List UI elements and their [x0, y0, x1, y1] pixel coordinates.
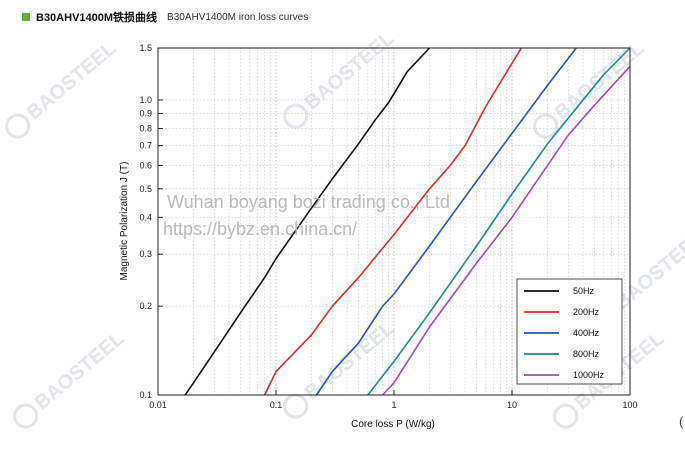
edge-text: ( [679, 414, 684, 429]
watermark-brand-text: BAOSTEEL [23, 37, 121, 124]
y-tick-label: 0.2 [139, 301, 152, 311]
series-line-400hz [315, 47, 577, 396]
chart-legend: 50Hz 200Hz 400Hz 800Hz 1000Hz [516, 278, 623, 385]
series-line-50hz [184, 47, 431, 396]
series-line-800hz [367, 47, 631, 396]
watermark-brand-text: BAOSTEEL [31, 327, 129, 414]
x-tick-label: 10 [507, 400, 517, 410]
legend-label: 200Hz [573, 307, 600, 317]
watermark-mark: BAOSTEEL [533, 37, 648, 139]
legend-label: 800Hz [573, 349, 600, 359]
x-axis-label: Core loss P (W/kg) [351, 419, 435, 430]
x-tick-label: 0.01 [149, 400, 167, 410]
chart-series-group [184, 47, 631, 396]
legend-label: 50Hz [573, 286, 595, 296]
legend-label: 400Hz [573, 328, 600, 338]
legend-box [516, 278, 623, 385]
watermark-mark: BAOSTEEL [13, 327, 129, 429]
watermark-mark: BAOSTEEL [283, 317, 398, 419]
chart-axes: 0.01 0.1 1 10 1000.10.20.30.40.50.60.70.80.9… [139, 43, 637, 410]
y-tick-label: 0.5 [139, 184, 152, 194]
watermark-logo-icon [533, 113, 559, 139]
y-tick-label: 1.5 [139, 43, 152, 53]
y-tick-label: 1.0 [139, 95, 152, 105]
series-line-1000hz [382, 65, 631, 396]
y-tick-label: 0.6 [139, 160, 152, 170]
y-tick-label: 0.7 [139, 141, 152, 151]
x-tick-label: 0.1 [270, 400, 283, 410]
watermark-logo-icon [283, 103, 309, 129]
header-marker-icon [22, 13, 30, 21]
watermark-mark: BAOSTEEL [5, 37, 121, 139]
watermark-logo-icon [553, 403, 579, 429]
watermark-logo-icon [13, 403, 39, 429]
y-axis-label: Magnetic Polarization J (T) [119, 162, 130, 281]
watermark-url-text: https://bybz.en.china.cn/ [163, 219, 357, 239]
y-tick-label: 0.4 [139, 212, 152, 222]
chart-title: B30AHV1400M铁损曲线 [36, 12, 158, 24]
watermark-company-text: Wuhan boyang bozi trading co., Ltd [167, 192, 450, 212]
y-tick-label: 0.3 [139, 249, 152, 259]
x-tick-label: 100 [622, 400, 637, 410]
watermark-logo-icon [283, 393, 309, 419]
series-line-200hz [263, 47, 522, 396]
x-tick-label: 1 [391, 400, 396, 410]
y-tick-label: 0.9 [139, 108, 152, 118]
y-tick-label: 0.8 [139, 124, 152, 134]
legend-label: 1000Hz [573, 370, 605, 380]
y-tick-label: 0.1 [139, 390, 152, 400]
watermark-mark: BAOSTEEL [283, 27, 399, 129]
chart-header: B30AHV1400M铁损曲线 B30AHV1400M iron loss cu… [22, 9, 308, 25]
watermark-logo-icon [5, 113, 31, 139]
chart-subtitle: B30AHV1400M iron loss curves [167, 11, 309, 23]
watermark-brand-text: BAOSTEEL [301, 27, 399, 114]
